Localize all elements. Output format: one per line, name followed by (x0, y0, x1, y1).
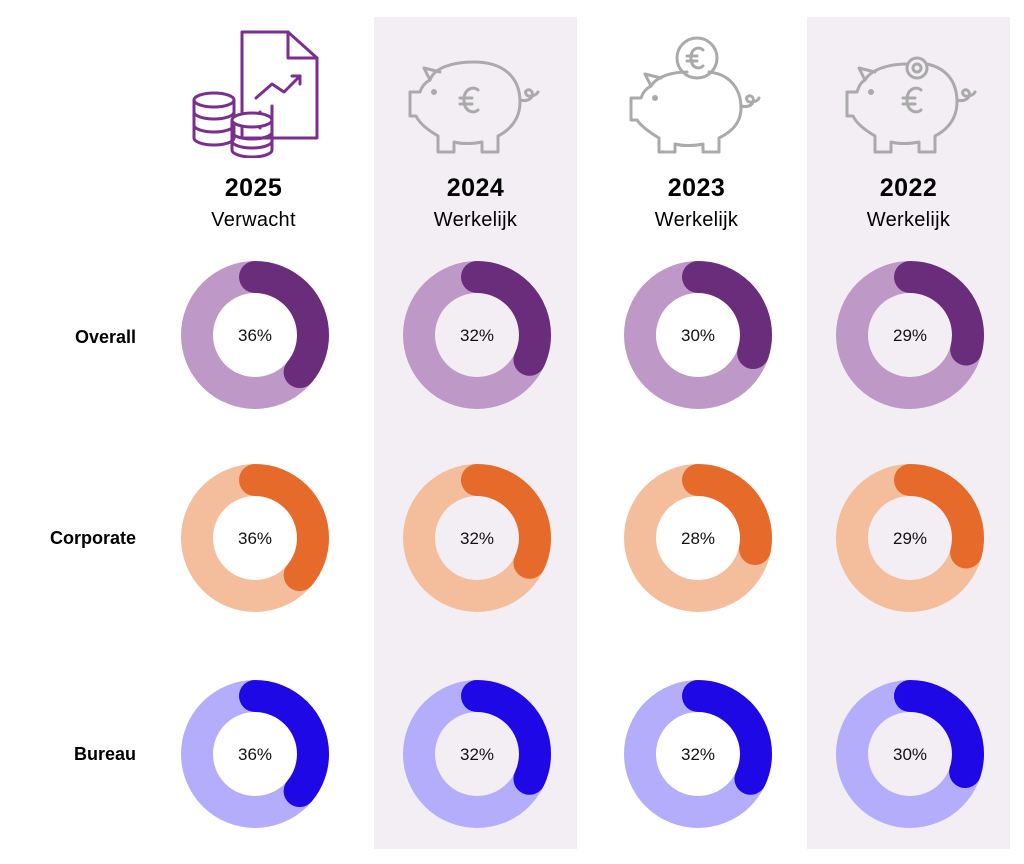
donut-overall-2025: 36% (181, 261, 329, 409)
donut-value-label: 30% (681, 326, 715, 345)
piggy-bank-coin-icon (629, 36, 761, 154)
donut-bureau-2024: 32% (403, 680, 551, 828)
donut-value-arc (624, 680, 772, 828)
donut-bureau-2025: 36% (181, 680, 329, 828)
donut-value-label: 32% (460, 326, 494, 345)
year-subtitle: Verwacht (211, 209, 296, 231)
donut-overall-2024: 32% (403, 261, 551, 409)
donut-value-arc (181, 464, 329, 612)
donut-value-label: 30% (893, 745, 927, 764)
donut-overall-2022: 29% (836, 261, 984, 409)
donut-value-label: 32% (460, 745, 494, 764)
row-label-overall: Overall (74, 327, 136, 347)
donut-value-arc (836, 464, 984, 612)
year-subtitle: Werkelijk (433, 209, 518, 231)
column-2023: 2023 Werkelijk (595, 0, 798, 864)
donut-value-arc (624, 261, 772, 409)
year-subtitle: Werkelijk (654, 209, 739, 231)
piggy-bank-euro-icon (408, 60, 540, 154)
year-label: 2023 (667, 174, 726, 202)
donut-value-label: 36% (238, 745, 272, 764)
donut-bureau-2022: 30% (836, 680, 984, 828)
donut-value-label: 28% (681, 529, 715, 548)
year-subtitle: Werkelijk (866, 209, 951, 231)
donut-value-label: 29% (893, 529, 927, 548)
donut-value-arc (403, 680, 551, 828)
donut-overall-2023: 30% (624, 261, 772, 409)
year-label: 2025 (224, 174, 283, 202)
donut-corporate-2024: 32% (403, 464, 551, 612)
donut-corporate-2022: 29% (836, 464, 984, 612)
column-2024: 2024 Werkelijk (374, 0, 577, 864)
donut-value-arc (181, 680, 329, 828)
donut-value-label: 36% (238, 529, 272, 548)
donut-value-label: 36% (238, 326, 272, 345)
year-label: 2024 (446, 174, 505, 202)
donut-value-arc (403, 261, 551, 409)
donut-value-arc (836, 680, 984, 828)
year-label: 2022 (879, 174, 938, 202)
donut-value-arc (181, 261, 329, 409)
column-2022: 2022 Werkelijk (807, 0, 1010, 864)
column-2025: 2025 Verwacht (152, 0, 355, 864)
donut-corporate-2023: 28% (624, 464, 772, 612)
donut-value-arc (403, 464, 551, 612)
donut-value-label: 32% (681, 745, 715, 764)
donut-bureau-2023: 32% (624, 680, 772, 828)
piggy-bank-slot-icon (845, 56, 977, 154)
donut-value-label: 29% (893, 326, 927, 345)
row-label-corporate: Corporate (49, 528, 136, 548)
donut-value-arc (836, 261, 984, 409)
row-label-bureau: Bureau (73, 744, 136, 764)
donut-corporate-2025: 36% (181, 464, 329, 612)
money-stack-report-icon (192, 30, 319, 158)
donut-value-arc (624, 464, 772, 612)
donut-value-label: 32% (460, 529, 494, 548)
